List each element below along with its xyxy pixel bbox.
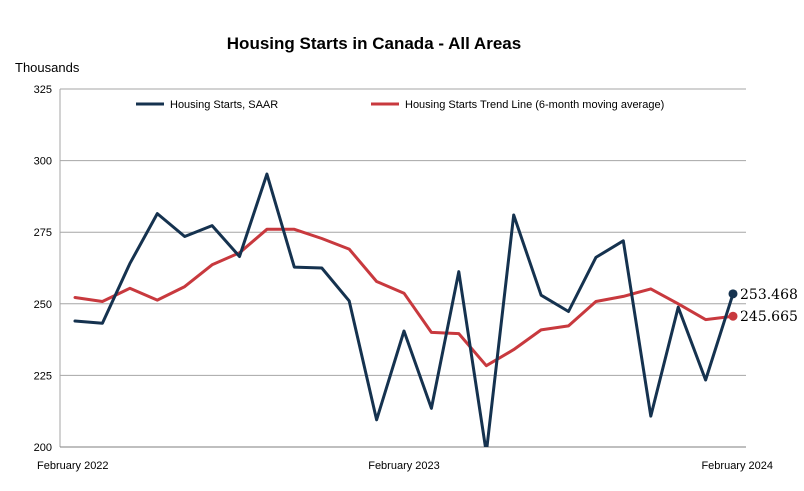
y-tick-label: 275 bbox=[34, 227, 52, 239]
end-value-label-trend: 245.665 bbox=[740, 309, 798, 325]
y-tick-label: 225 bbox=[34, 370, 52, 382]
legend-label-housing-starts: Housing Starts, SAAR bbox=[170, 99, 278, 111]
series-lines bbox=[73, 172, 735, 447]
y-tick-label: 325 bbox=[34, 84, 52, 96]
series-line-trend bbox=[73, 227, 735, 368]
legend-label-trend: Housing Starts Trend Line (6-month movin… bbox=[405, 99, 664, 111]
end-markers: 253.468 245.665 bbox=[728, 287, 798, 325]
end-point-trend bbox=[728, 311, 738, 321]
x-tick-label: February 2022 bbox=[37, 460, 109, 472]
x-tick-label: February 2023 bbox=[368, 460, 440, 472]
y-tick-label: 200 bbox=[34, 442, 52, 454]
axes bbox=[59, 89, 746, 448]
x-axis-ticks: February 2022 February 2023 February 2024 bbox=[37, 460, 773, 472]
y-tick-label: 300 bbox=[34, 156, 52, 168]
y-axis-ticks: 200 225 250 275 300 325 bbox=[34, 84, 52, 454]
series-line-housing-starts bbox=[73, 172, 735, 447]
y-axis-unit-label: Thousands bbox=[15, 60, 80, 75]
end-value-label-housing-starts: 253.468 bbox=[740, 287, 798, 303]
y-tick-label: 250 bbox=[34, 299, 52, 311]
chart-title: Housing Starts in Canada - All Areas bbox=[227, 34, 521, 53]
end-point-housing-starts bbox=[728, 289, 738, 299]
legend: Housing Starts, SAAR Housing Starts Trend… bbox=[136, 99, 664, 111]
x-tick-label: February 2024 bbox=[701, 460, 773, 472]
